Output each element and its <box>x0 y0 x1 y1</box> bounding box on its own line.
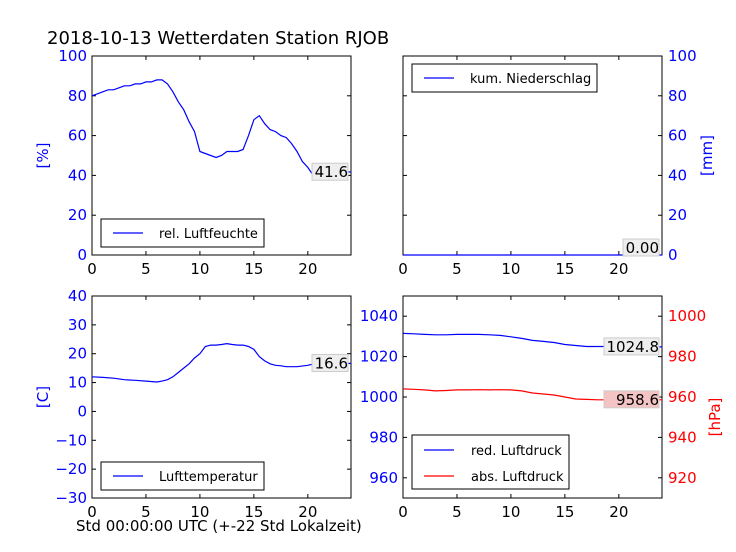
y-axis-label: [mm] <box>698 135 716 176</box>
y-tick-label: 20 <box>668 206 687 224</box>
y-tick-label: 0 <box>77 402 87 420</box>
legend-label: Lufttemperatur <box>159 470 258 485</box>
y-tick-label: 40 <box>68 166 87 184</box>
y-tick-label: 40 <box>68 287 87 305</box>
y-axis-label: [C] <box>34 386 52 408</box>
y-tick-label: −20 <box>55 460 87 478</box>
y-tick-label: 1000 <box>360 388 398 406</box>
last-value-label: 0.00 <box>626 239 659 257</box>
x-axis-label: Std 00:00:00 UTC (+-22 Std Lokalzeit) <box>76 517 362 535</box>
x-tick-label: 10 <box>190 503 209 521</box>
x-tick-label: 20 <box>609 260 628 278</box>
value-label: 1024.8 <box>607 338 660 356</box>
value-label: 958.6 <box>616 391 659 409</box>
panel-pressure: 0 5 10 15 20 960 980 1000 1020 1040 920 940 960 980 10… <box>360 295 724 521</box>
series-line-lufttemperatur <box>91 342 352 383</box>
x-tick-label: 0 <box>87 260 97 278</box>
x-tick-label: 5 <box>141 260 151 278</box>
y-tick-label: 1020 <box>360 348 398 366</box>
legend-label: rel. Luftfeuchte <box>159 227 258 242</box>
legend-box <box>411 434 570 490</box>
value-box <box>622 238 660 257</box>
y-tick-label: 80 <box>668 87 687 105</box>
y-tick-label: 10 <box>68 374 87 392</box>
figure-title: 2018-10-13 Wetterdaten Station RJOB <box>47 28 389 49</box>
legend-label: kum. Niederschlag <box>470 72 591 87</box>
x-tick-label: 5 <box>452 260 462 278</box>
panel-humidity: 0 5 10 15 20 0 20 40 60 80 100 [%] 41.6 rel. Luftfeuc… <box>34 47 352 278</box>
y-tick-label: −30 <box>55 489 87 507</box>
y-right-tick-label: 960 <box>668 388 697 406</box>
x-tick-label: 15 <box>244 260 263 278</box>
value-box <box>603 337 660 356</box>
y-axis-label-right: [hPa] <box>706 398 724 437</box>
x-tick-label: 10 <box>501 503 520 521</box>
x-tick-label: 0 <box>398 503 408 521</box>
y-tick-label: 20 <box>68 206 87 224</box>
axes-frame <box>91 295 352 499</box>
y-axis-label: [%] <box>34 143 52 169</box>
value-box <box>603 390 660 409</box>
y-tick-label: −10 <box>55 431 87 449</box>
y-tick-label: 0 <box>77 246 87 264</box>
y-tick-label: 980 <box>369 428 398 446</box>
y-tick-label: 100 <box>668 47 697 65</box>
y-tick-label: 60 <box>668 127 687 145</box>
last-value-label: 41.6 <box>315 163 348 181</box>
x-tick-label: 5 <box>141 503 151 521</box>
panel-temperature: 0 5 10 15 20 −30 −20 −10 0 10 20 30 40 [C] 16.6 Lufttem… <box>34 287 352 521</box>
x-tick-label: 0 <box>87 503 97 521</box>
y-right-tick-label: 1000 <box>668 307 706 325</box>
x-tick-label: 15 <box>555 260 574 278</box>
value-box <box>311 354 349 373</box>
y-tick-label: 1040 <box>360 307 398 325</box>
y-right-tick-label: 980 <box>668 348 697 366</box>
axes-frame <box>91 55 352 256</box>
x-tick-label: 15 <box>555 503 574 521</box>
y-right-tick-label: 940 <box>668 428 697 446</box>
y-tick-label: 60 <box>68 127 87 145</box>
x-tick-label: 10 <box>190 260 209 278</box>
y-right-tick-label: 920 <box>668 469 697 487</box>
y-tick-label: 80 <box>68 87 87 105</box>
x-tick-label: 20 <box>609 503 628 521</box>
y-tick-label: 30 <box>68 316 87 334</box>
y-tick-label: 0 <box>668 246 678 264</box>
x-tick-label: 5 <box>452 503 462 521</box>
legend-label: abs. Luftdruck <box>471 470 564 485</box>
last-value-label: 16.6 <box>315 355 348 373</box>
series-line-rel-luftfeuchte <box>91 79 352 177</box>
x-tick-label: 20 <box>298 503 317 521</box>
y-tick-label: 20 <box>68 345 87 363</box>
y-tick-label: 40 <box>668 166 687 184</box>
legend-label: red. Luftdruck <box>471 444 562 459</box>
panel-precipitation: 0 5 10 15 20 0 20 40 60 80 100 [mm] 0.00 kum. Nieders… <box>398 47 716 278</box>
x-tick-label: 10 <box>501 260 520 278</box>
y-tick-label: 960 <box>369 469 398 487</box>
value-box <box>311 162 349 181</box>
y-tick-label: 100 <box>58 47 87 65</box>
x-tick-label: 0 <box>398 260 408 278</box>
x-tick-label: 20 <box>298 260 317 278</box>
x-tick-label: 15 <box>244 503 263 521</box>
